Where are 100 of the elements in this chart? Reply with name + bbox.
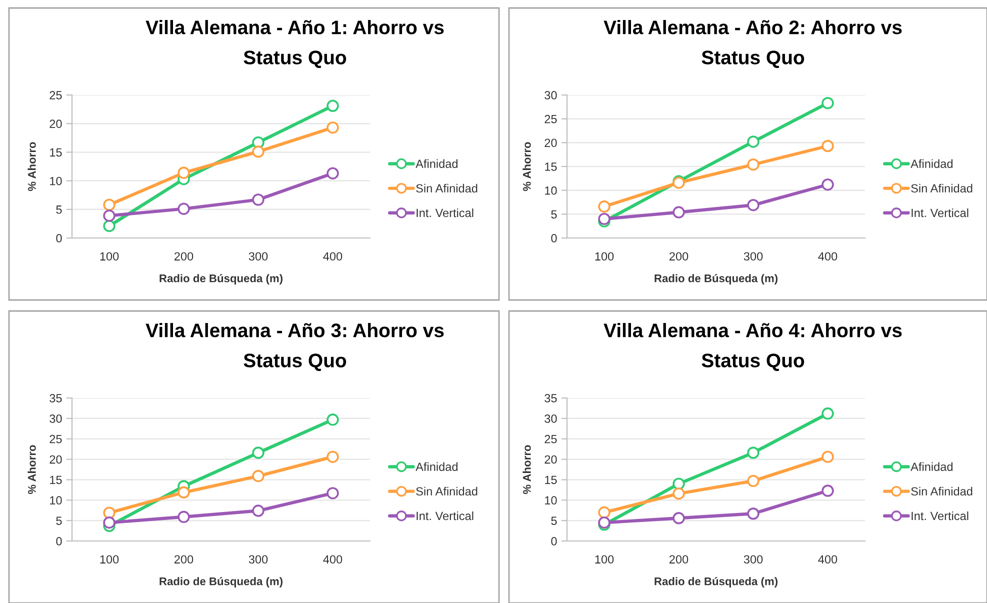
y-axis-title: % Ahorro	[28, 445, 36, 494]
point	[252, 470, 264, 482]
point	[598, 200, 610, 213]
point	[747, 446, 760, 459]
legend-label: Sin Afinidad	[416, 184, 478, 193]
point	[252, 146, 264, 158]
point	[822, 450, 834, 463]
x-tick-label: 300	[248, 555, 268, 564]
x-tick-label: 400	[323, 555, 342, 564]
chart-title: Villa Alemana - Año 4: Ahorro vs Status Quo	[604, 323, 902, 372]
legend-label: Sin Afinidad	[911, 486, 972, 496]
point	[103, 220, 116, 232]
y-tick-label: 15	[545, 162, 557, 171]
point	[252, 194, 264, 206]
point	[326, 414, 339, 426]
y-tick-label: 25	[50, 434, 62, 444]
point	[326, 487, 339, 500]
y-tick-label: 15	[545, 476, 557, 484]
point	[326, 121, 339, 134]
x-tick-label: 100	[100, 555, 119, 564]
x-axis-title: Radio de Búsqueda (m)	[654, 577, 778, 588]
y-tick-label: 0	[551, 537, 557, 546]
point	[178, 202, 190, 215]
point	[747, 136, 760, 148]
x-tick-label: 400	[323, 252, 342, 261]
point	[822, 484, 834, 497]
y-tick-label: 30	[544, 91, 557, 100]
y-tick-label: 15	[50, 476, 62, 484]
x-tick-label: 200	[669, 252, 688, 261]
y-tick-label: 0	[551, 234, 557, 242]
point	[747, 198, 760, 212]
point	[326, 450, 339, 463]
point	[822, 140, 834, 152]
legend-label: Afinidad	[910, 462, 952, 471]
y-tick-label: 30	[544, 414, 557, 423]
y-tick-label: 20	[544, 138, 557, 148]
legend-label: Int. Vertical	[912, 511, 968, 520]
point	[672, 478, 685, 490]
point	[103, 506, 116, 519]
point	[178, 510, 190, 524]
point	[598, 212, 610, 226]
y-tick-label: 20	[50, 455, 62, 464]
y-axis-title: % Ahorro	[522, 142, 531, 192]
y-tick-label: 10	[50, 176, 62, 186]
point	[747, 508, 760, 520]
y-tick-label: 20	[50, 120, 62, 128]
point	[178, 486, 190, 498]
legend-label: Afinidad	[416, 159, 458, 168]
x-tick-label: 300	[744, 252, 763, 261]
y-tick-label: 20	[544, 455, 557, 464]
legend-label: Afinidad	[416, 462, 458, 471]
y-tick-label: 0	[56, 537, 62, 546]
y-tick-label: 5	[551, 516, 557, 525]
x-axis-title: Radio de Búsqueda (m)	[654, 274, 778, 284]
y-tick-label: 15	[50, 148, 62, 157]
point	[252, 504, 264, 517]
y-tick-label: 25	[544, 434, 557, 444]
x-tick-label: 200	[174, 555, 194, 564]
point	[103, 516, 116, 529]
point	[822, 407, 834, 420]
point	[822, 96, 834, 110]
point	[103, 210, 116, 222]
y-tick-label: 10	[545, 496, 557, 505]
legend-label: Sin Afinidad	[416, 486, 478, 496]
y-tick-label: 10	[545, 186, 557, 195]
point	[103, 198, 116, 211]
y-tick-label: 0	[56, 234, 62, 242]
point	[326, 100, 339, 112]
y-tick-label: 5	[551, 210, 557, 219]
point	[598, 506, 610, 519]
y-tick-label: 10	[50, 496, 62, 505]
point	[326, 167, 339, 180]
x-tick-label: 400	[818, 252, 838, 261]
point	[672, 487, 685, 500]
chart-title: Villa Alemana - Año 3: Ahorro vs Status Quo	[146, 323, 444, 372]
y-tick-label: 30	[50, 414, 62, 423]
x-tick-label: 200	[669, 555, 688, 564]
point	[747, 474, 760, 488]
y-tick-label: 5	[56, 206, 62, 214]
x-tick-label: 100	[100, 252, 119, 261]
x-tick-label: 200	[174, 252, 194, 261]
x-tick-label: 300	[248, 252, 268, 261]
x-axis-title: Radio de Búsqueda (m)	[160, 274, 282, 284]
legend-label: Int. Vertical	[416, 511, 474, 520]
x-axis-title: Radio de Búsqueda (m)	[160, 577, 282, 588]
y-tick-label: 25	[50, 91, 62, 100]
legend-label: Sin Afinidad	[911, 184, 972, 193]
x-tick-label: 400	[818, 555, 838, 564]
x-tick-label: 100	[595, 555, 614, 564]
y-axis-title: % Ahorro	[28, 142, 36, 192]
chart-title: Villa Alemana - Año 2: Ahorro vs Status Quo	[604, 20, 902, 68]
point	[822, 178, 834, 191]
y-tick-label: 35	[544, 394, 557, 402]
y-tick-label: 35	[50, 394, 62, 402]
legend-label: Int. Vertical	[912, 208, 968, 218]
point	[747, 158, 760, 171]
y-axis-title: % Ahorro	[522, 445, 531, 494]
legend-label: Int. Vertical	[416, 208, 474, 218]
point	[178, 166, 190, 179]
y-tick-label: 5	[56, 516, 62, 525]
